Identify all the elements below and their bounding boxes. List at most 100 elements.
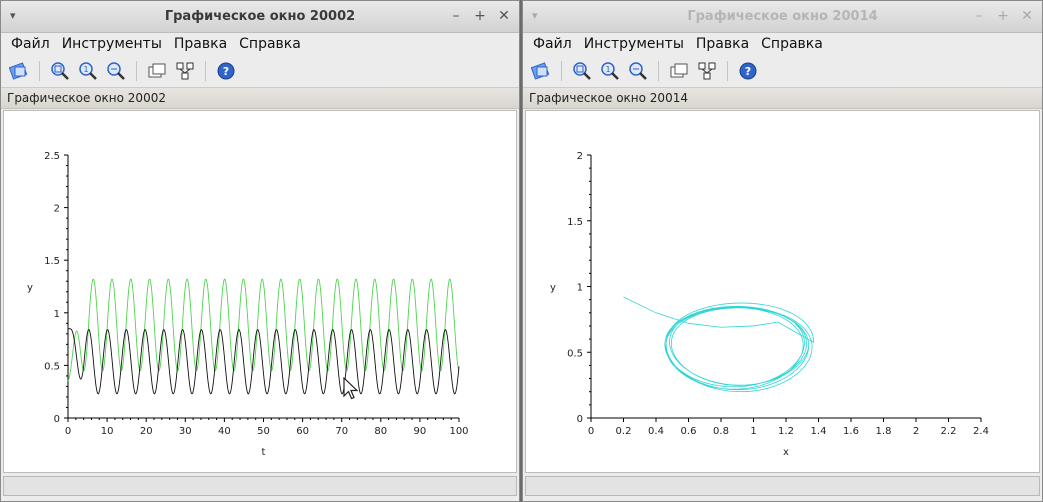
svg-text:?: ? bbox=[745, 65, 751, 78]
x-axis-label: x bbox=[783, 447, 789, 458]
datatip-icon bbox=[176, 62, 194, 80]
x-tick-label: 30 bbox=[179, 426, 192, 437]
y-tick-label: 0 bbox=[54, 414, 60, 425]
zoom-area-icon bbox=[629, 62, 647, 80]
rotate-button[interactable] bbox=[530, 60, 552, 82]
toolbar-separator bbox=[205, 61, 206, 81]
menu-tools-label: Инструменты bbox=[61, 36, 162, 52]
rotate-icon bbox=[531, 62, 550, 80]
figure-name-bar: Графическое окно 20002 bbox=[1, 87, 519, 109]
toolbar: 1 ? bbox=[523, 56, 1042, 86]
windows-button[interactable] bbox=[668, 60, 690, 82]
zoom-in-button[interactable] bbox=[571, 60, 593, 82]
close-icon[interactable]: ✕ bbox=[1021, 8, 1033, 24]
zoom-reset-button[interactable]: 1 bbox=[599, 60, 621, 82]
svg-text:1: 1 bbox=[83, 65, 88, 74]
windows-icon bbox=[148, 63, 166, 78]
y-tick-label: 1.5 bbox=[567, 217, 583, 228]
menu-edit[interactable]: Правка bbox=[168, 32, 233, 54]
menu-file[interactable]: Файл bbox=[5, 32, 56, 54]
chart-phase-portrait: 0 0.2 0.4 0.6 0.8 1 1.2 1.4 1.6 1.8 2 2.2 2.4 0 0.5 1 1.… bbox=[550, 151, 989, 458]
x-tick-label: 20 bbox=[140, 426, 153, 437]
y-tick-label: 0 bbox=[577, 414, 583, 425]
menu-bar: Файл Инструменты Правка Справка bbox=[1, 32, 519, 54]
toolbar: 1 ? bbox=[1, 56, 519, 86]
help-icon: ? bbox=[217, 62, 235, 80]
x-tick-label: 1.4 bbox=[811, 426, 827, 437]
chart-time-series: 0 10 20 30 40 50 60 70 80 90 100 0 0.5 1 1.5 2 2.5 t y bbox=[27, 151, 469, 458]
x-tick-label: 0.4 bbox=[648, 426, 664, 437]
window-title: Графическое окно 20002 bbox=[164, 9, 356, 24]
toolbar-separator bbox=[561, 61, 562, 81]
y-tick-label: 1 bbox=[54, 309, 60, 320]
x-tick-label: 80 bbox=[374, 426, 387, 437]
x-tick-label: 100 bbox=[449, 426, 468, 437]
maximize-icon[interactable]: + bbox=[997, 8, 1009, 24]
menu-tools-label: Инструменты bbox=[583, 36, 684, 52]
status-bar bbox=[525, 476, 1040, 496]
x-tick-label: 1.2 bbox=[778, 426, 794, 437]
menu-edit-label: Правка bbox=[695, 36, 750, 52]
x-tick-label: 2.2 bbox=[941, 426, 957, 437]
zoom-in-icon bbox=[573, 62, 591, 80]
title-bar[interactable]: ▾ Графическое окно 20002 – + ✕ bbox=[1, 1, 519, 33]
window-menu-icon[interactable]: ▾ bbox=[10, 9, 16, 22]
status-bar bbox=[3, 476, 517, 496]
minimize-icon[interactable]: – bbox=[452, 8, 460, 24]
menu-file[interactable]: Файл bbox=[527, 32, 578, 54]
close-icon[interactable]: ✕ bbox=[498, 8, 510, 24]
x-tick-label: 40 bbox=[218, 426, 231, 437]
zoom-area-button[interactable] bbox=[627, 60, 649, 82]
mouse-cursor-icon bbox=[343, 377, 359, 400]
windows-button[interactable] bbox=[146, 60, 168, 82]
windows-icon bbox=[670, 63, 688, 78]
x-axis-label: t bbox=[262, 447, 266, 458]
x-tick-label: 70 bbox=[335, 426, 348, 437]
window-menu-icon[interactable]: ▾ bbox=[532, 9, 538, 22]
y-tick-label: 1 bbox=[577, 283, 583, 294]
series-black-line bbox=[67, 328, 460, 395]
y-tick-label: 0.5 bbox=[567, 348, 583, 359]
x-tick-label: 1 bbox=[750, 426, 756, 437]
graphic-window-right: ▾ Графическое окно 20014 – + ✕ Файл Инст… bbox=[522, 0, 1043, 502]
menu-tools[interactable]: Инструменты bbox=[56, 32, 168, 54]
svg-text:1: 1 bbox=[605, 65, 610, 74]
toolbar-separator bbox=[39, 61, 40, 81]
x-tick-label: 50 bbox=[257, 426, 270, 437]
menu-tools[interactable]: Инструменты bbox=[578, 32, 690, 54]
help-button[interactable]: ? bbox=[215, 60, 237, 82]
datatip-button[interactable] bbox=[174, 60, 196, 82]
zoom-in-icon bbox=[51, 62, 69, 80]
series-cyan-trajectory bbox=[623, 296, 815, 393]
x-tick-label: 0.8 bbox=[713, 426, 729, 437]
window-title: Графическое окно 20014 bbox=[687, 9, 878, 24]
x-tick-label: 1.6 bbox=[843, 426, 859, 437]
toolbar-separator bbox=[727, 61, 728, 81]
menu-help-label: Справка bbox=[239, 36, 301, 52]
y-tick-label: 0.5 bbox=[44, 361, 60, 372]
plot-canvas[interactable]: 0 0.2 0.4 0.6 0.8 1 1.2 1.4 1.6 1.8 2 2.2 2.4 0 0.5 1 1.… bbox=[525, 110, 1040, 473]
menu-edit-label: Правка bbox=[173, 36, 228, 52]
rotate-button[interactable] bbox=[8, 60, 30, 82]
menu-help[interactable]: Справка bbox=[233, 32, 307, 54]
y-axis-label: y bbox=[550, 283, 556, 294]
zoom-reset-icon: 1 bbox=[79, 62, 97, 80]
x-tick-label: 1.8 bbox=[876, 426, 892, 437]
zoom-in-button[interactable] bbox=[49, 60, 71, 82]
y-axis-label: y bbox=[27, 283, 33, 294]
help-button[interactable]: ? bbox=[737, 60, 759, 82]
title-bar[interactable]: ▾ Графическое окно 20014 – + ✕ bbox=[523, 1, 1042, 33]
plot-canvas[interactable]: 0 10 20 30 40 50 60 70 80 90 100 0 0.5 1 1.5 2 2.5 t y bbox=[3, 110, 517, 473]
minimize-icon[interactable]: – bbox=[975, 8, 983, 24]
y-tick-label: 2 bbox=[54, 204, 60, 215]
datatip-button[interactable] bbox=[696, 60, 718, 82]
graphic-window-left: ▾ Графическое окно 20002 – + ✕ Файл Инст… bbox=[0, 0, 520, 502]
zoom-reset-button[interactable]: 1 bbox=[77, 60, 99, 82]
menu-edit[interactable]: Правка bbox=[690, 32, 755, 54]
maximize-icon[interactable]: + bbox=[474, 8, 486, 24]
x-tick-label: 90 bbox=[414, 426, 427, 437]
x-tick-label: 2.4 bbox=[973, 426, 989, 437]
zoom-area-button[interactable] bbox=[105, 60, 127, 82]
menu-help-label: Справка bbox=[761, 36, 823, 52]
menu-help[interactable]: Справка bbox=[755, 32, 829, 54]
